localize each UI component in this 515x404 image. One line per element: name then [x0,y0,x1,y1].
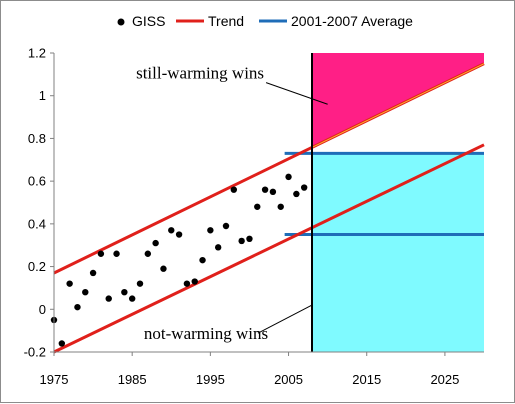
giss-point [144,250,152,257]
giss-point [160,265,167,272]
legend-trend-label: Trend [208,13,244,29]
giss-point [113,250,120,257]
giss-point [269,188,277,196]
y-tick-label: 1 [39,88,46,103]
giss-point [254,203,261,210]
legend-giss-entry: GISS [117,13,165,29]
legend: GISS Trend 2001-2007 Average [117,13,413,29]
giss-point [238,237,245,245]
giss-point [105,295,112,302]
legend-trend-entry: Trend [176,13,244,29]
giss-point [82,289,89,296]
axes [50,52,484,356]
y-tick-label: -0.2 [24,345,46,360]
giss-point [246,235,253,243]
trend-line-lower [53,143,485,354]
giss-point [121,289,128,296]
giss-point [89,269,97,277]
legend-giss-marker [117,18,125,26]
giss-point [152,239,159,247]
x-tick-label: 2005 [274,372,303,387]
annotation-label: not-warming wins [144,324,268,343]
giss-point [293,190,300,198]
tick-labels: -0.2 0 0.2 0.4 0.6 0.8 1 1.2 1975 1985 1995 2005 201… [24,46,460,388]
legend-average-label: 2001-2007 Average [291,13,413,29]
giss-point [207,227,214,234]
y-tick-label: 0.8 [28,131,46,146]
trend-line-upper-highlight [311,63,485,148]
giss-point [222,222,230,230]
annotation-leader [257,304,313,334]
giss-point [199,256,206,264]
not-warming-region [312,153,484,352]
giss-point [136,280,144,287]
x-tick-label: 1985 [118,372,147,387]
annotations: still-warming wins not-warming wins [136,64,328,343]
giss-point [168,227,175,234]
x-tick-label: 1995 [196,372,225,387]
x-tick-label: 1975 [40,372,69,387]
still-warming-region [312,53,484,148]
giss-point [191,278,198,285]
y-tick-label: 0.2 [28,259,46,274]
x-tick-label: 2025 [430,372,459,387]
legend-average-entry: 2001-2007 Average [259,13,413,29]
x-tick-label: 2015 [352,372,381,387]
giss-points [50,173,308,347]
giss-point [128,295,136,302]
giss-point [285,173,292,181]
shaded-regions [312,53,484,352]
giss-point [277,203,284,210]
giss-point [74,303,81,311]
giss-point [261,186,269,193]
giss-point [58,340,66,347]
giss-point [175,231,183,238]
giss-point [97,250,105,257]
giss-point [183,280,191,287]
giss-point [66,280,73,287]
y-tick-label: 1.2 [28,46,46,61]
y-tick-label: 0 [39,302,46,317]
giss-point [214,244,222,251]
y-tick-label: 0.4 [28,216,46,231]
giss-point [230,186,238,193]
giss-point [300,184,308,191]
trend-lines [53,53,485,354]
annotation-label: still-warming wins [136,64,264,83]
annotation-leader [265,82,328,105]
legend-giss-label: GISS [132,13,165,29]
y-tick-label: 0.6 [28,174,46,189]
